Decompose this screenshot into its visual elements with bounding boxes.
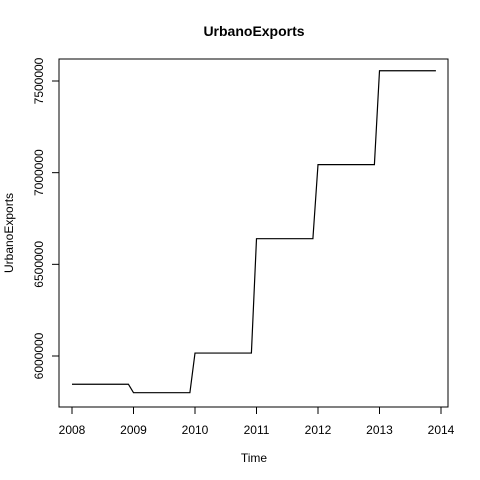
x-tick-label: 2010 bbox=[182, 423, 209, 437]
x-tick-label: 2014 bbox=[428, 423, 455, 437]
x-tick-label: 2011 bbox=[244, 423, 270, 437]
y-tick-label: 7000000 bbox=[32, 149, 46, 196]
x-axis-label: Time bbox=[241, 451, 268, 465]
chart-title: UrbanoExports bbox=[203, 23, 304, 39]
y-axis: 6000000 6500000 7000000 7500000 bbox=[32, 57, 60, 379]
x-tick-label: 2013 bbox=[366, 423, 393, 437]
x-tick-label: 2009 bbox=[120, 423, 147, 437]
y-tick-label: 7500000 bbox=[32, 57, 46, 104]
x-axis: 2008 2009 2010 2011 2012 2013 2014 bbox=[59, 406, 455, 437]
x-tick-label: 2012 bbox=[305, 423, 332, 437]
series-line-urbanoexports bbox=[72, 70, 436, 394]
y-tick-label: 6500000 bbox=[32, 241, 46, 288]
y-tick-label: 6000000 bbox=[32, 332, 46, 379]
plot-frame bbox=[58, 58, 449, 408]
x-tick-label: 2008 bbox=[59, 423, 86, 437]
y-axis-label: UrbanoExports bbox=[2, 193, 16, 273]
